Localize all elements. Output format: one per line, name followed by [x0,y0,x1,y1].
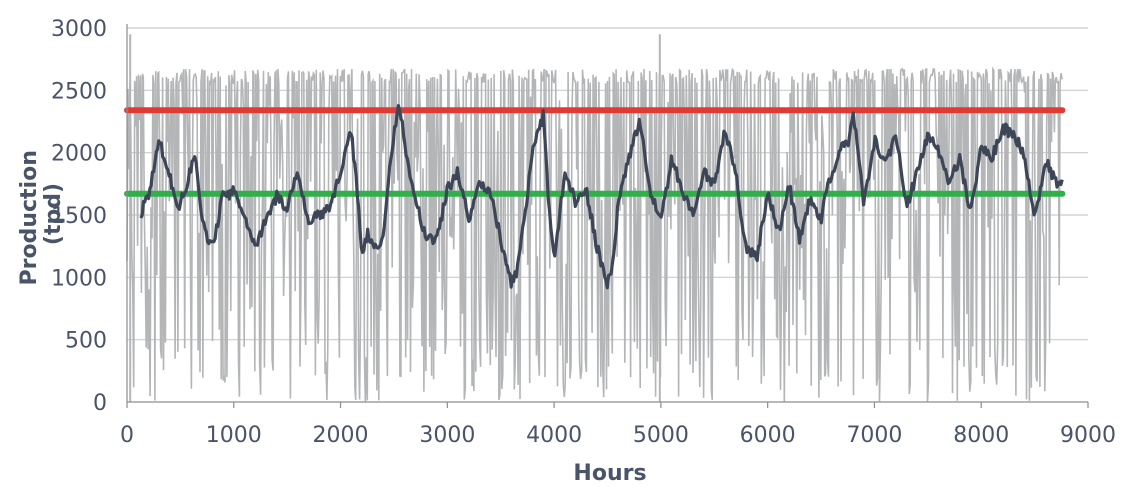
y-axis-title-line-2: (tpd) [41,183,66,245]
y-tick-0: 0 [93,391,107,416]
y-tick-1500: 1500 [51,204,107,229]
x-tick-labels: 0 1000 2000 3000 4000 5000 6000 7000 8000 9000 [120,423,1116,448]
x-tick-0: 0 [120,423,134,448]
moving-average-series [139,103,1064,290]
y-tick-1000: 1000 [51,266,107,291]
y-tick-3000: 3000 [51,17,107,42]
moving-average-line [139,103,1064,290]
x-tick-9000: 9000 [1060,423,1116,448]
x-tick-8000: 8000 [953,423,1009,448]
y-tick-500: 500 [65,329,107,354]
y-tick-labels: 0 500 1000 1500 2000 2500 3000 [51,17,107,416]
x-tick-6000: 6000 [740,423,796,448]
x-tick-4000: 4000 [526,423,582,448]
y-tick-2500: 2500 [51,79,107,104]
x-tick-1000: 1000 [206,423,262,448]
reference-lines [124,107,1066,197]
y-axis-title-line-1: Production [17,150,42,285]
axes [126,24,1089,408]
x-tick-3000: 3000 [419,423,475,448]
x-tick-7000: 7000 [846,423,902,448]
y-axis-title: Production (tpd) [17,142,66,285]
x-tick-5000: 5000 [633,423,689,448]
y-tick-2000: 2000 [51,142,107,167]
x-axis-title: Hours [573,461,646,486]
hourly-production-line [126,66,1063,402]
x-tick-2000: 2000 [313,423,369,448]
hourly-production-band [126,34,1063,402]
